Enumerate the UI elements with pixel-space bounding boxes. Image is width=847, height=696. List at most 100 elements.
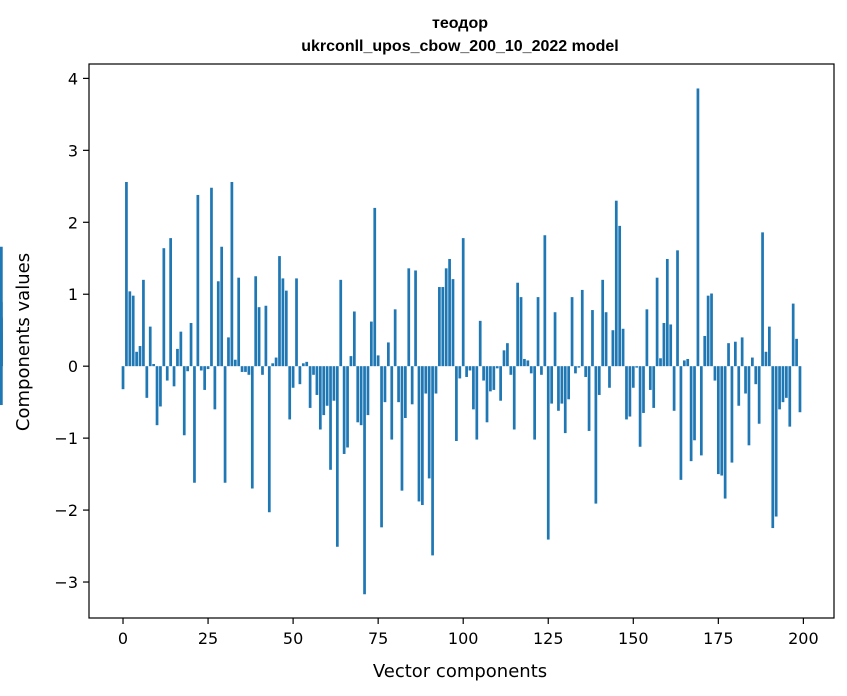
bar-174 (713, 366, 717, 381)
bar-141 (601, 279, 605, 367)
bar-88 (421, 366, 424, 506)
bar-41 (261, 366, 264, 375)
x-tick-label: 150 (618, 629, 649, 648)
x-tick-label: 175 (703, 629, 734, 648)
bar-168 (693, 366, 696, 441)
bar-6 (142, 279, 145, 367)
bar-47 (281, 278, 285, 367)
bar-15 (172, 366, 176, 387)
y-axis-label: Components values (13, 253, 34, 431)
bar-108 (489, 366, 492, 392)
bar-63 (335, 366, 339, 547)
bar-131 (567, 366, 571, 400)
bar-155 (648, 366, 652, 390)
bar-18 (182, 366, 186, 436)
bar-125 (546, 366, 550, 540)
bar-43 (267, 366, 271, 513)
bar-undefined (0, 366, 3, 406)
bar-147 (621, 328, 625, 367)
bar-52 (298, 366, 302, 385)
bar-53 (301, 363, 305, 367)
bar-192 (774, 366, 778, 517)
bar-34 (237, 277, 241, 367)
bar-129 (560, 366, 564, 404)
bar-42 (264, 305, 268, 367)
x-tick-label: 100 (448, 629, 479, 648)
bar-31 (227, 337, 230, 367)
bar-0 (121, 366, 125, 390)
bar-126 (550, 366, 554, 404)
bar-78 (387, 342, 390, 367)
bar-90 (427, 366, 431, 479)
bar-2 (128, 291, 132, 367)
bar-154 (645, 309, 649, 367)
bar-7 (145, 366, 149, 398)
bar-14 (169, 238, 172, 367)
y-axis-ticks: −3 −2 −1 0 1 2 3 4 (54, 69, 89, 592)
bar-68 (352, 311, 356, 367)
chart-subtitle: ukrconll_upos_cbow_200_10_2022 model (301, 38, 618, 55)
bar-128 (557, 366, 560, 411)
bar-59 (322, 366, 326, 416)
bar-152 (638, 366, 642, 447)
bar-133 (574, 366, 577, 374)
bar-83 (404, 366, 407, 418)
bar-167 (689, 366, 693, 462)
chart-title: теодор (432, 15, 488, 32)
bar-20 (189, 323, 193, 367)
bar-22 (196, 194, 200, 367)
bar-165 (682, 360, 686, 367)
bar-158 (659, 358, 662, 367)
bar-189 (764, 351, 768, 367)
bar-11 (159, 366, 162, 407)
bar-30 (223, 366, 227, 483)
bar-32 (230, 181, 234, 367)
bar-89 (424, 366, 428, 394)
bar-197 (791, 303, 795, 367)
bar-113 (506, 343, 509, 367)
bar-61 (329, 366, 332, 470)
bar-171 (703, 335, 707, 367)
bar-19 (186, 366, 190, 372)
bar-48 (284, 290, 288, 367)
bar-162 (672, 366, 676, 411)
bar-97 (451, 279, 455, 367)
bar-187 (757, 366, 761, 424)
bar-181 (737, 366, 741, 406)
bar-142 (604, 312, 608, 367)
bar-25 (206, 366, 210, 370)
bar-35 (240, 366, 244, 372)
y-tick-label: −2 (54, 501, 78, 520)
x-tick-label: 50 (283, 629, 303, 648)
bar-164 (679, 366, 683, 480)
bar-27 (213, 366, 217, 410)
bar-106 (482, 366, 485, 381)
bar-107 (485, 366, 489, 423)
bar-185 (751, 357, 754, 367)
bar-145 (614, 200, 618, 367)
bar-16 (176, 348, 179, 367)
bar-130 (563, 366, 567, 434)
bar-86 (414, 270, 417, 367)
y-tick-label: −3 (54, 573, 78, 592)
bar-28 (216, 281, 220, 367)
bar-184 (747, 366, 751, 446)
bar-95 (444, 268, 448, 367)
bar-13 (165, 366, 169, 381)
bar-186 (754, 366, 758, 385)
bar-188 (761, 232, 764, 367)
bar-9 (152, 364, 155, 367)
bar-112 (502, 350, 506, 367)
bar-149 (628, 366, 632, 417)
bar-57 (315, 366, 319, 395)
bar-135 (580, 289, 584, 367)
bar-91 (431, 366, 434, 556)
bar-4 (135, 351, 138, 367)
bar-121 (533, 366, 536, 440)
bar-66 (346, 366, 349, 448)
bar-146 (618, 225, 622, 367)
x-tick-label: 75 (368, 629, 388, 648)
bar-116 (516, 282, 519, 367)
bar-73 (369, 321, 373, 367)
bar-54 (305, 361, 309, 367)
